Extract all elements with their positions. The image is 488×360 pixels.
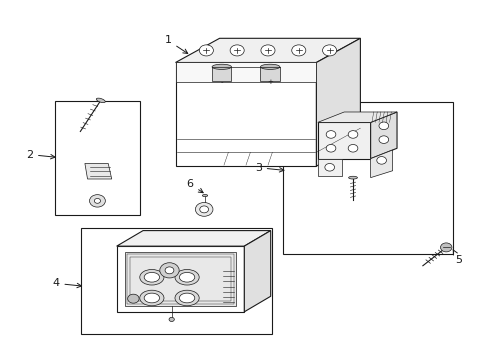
- Ellipse shape: [144, 293, 159, 303]
- Text: -: -: [220, 79, 223, 85]
- Polygon shape: [85, 163, 111, 179]
- Ellipse shape: [348, 176, 357, 179]
- Circle shape: [127, 294, 139, 303]
- Polygon shape: [370, 112, 396, 159]
- Circle shape: [199, 206, 208, 213]
- Bar: [260, 67, 279, 81]
- Ellipse shape: [140, 270, 163, 285]
- Polygon shape: [175, 38, 360, 63]
- Ellipse shape: [179, 293, 194, 303]
- Circle shape: [347, 144, 357, 152]
- Polygon shape: [175, 63, 316, 166]
- Polygon shape: [117, 246, 244, 312]
- Circle shape: [440, 243, 451, 252]
- Ellipse shape: [140, 290, 163, 306]
- Text: 4: 4: [52, 278, 81, 288]
- Text: 1: 1: [164, 36, 187, 53]
- Bar: [283, 102, 452, 254]
- Circle shape: [199, 45, 213, 56]
- Text: 2: 2: [26, 149, 55, 159]
- Circle shape: [378, 136, 388, 143]
- Text: 6: 6: [186, 179, 203, 193]
- Text: +: +: [266, 79, 273, 85]
- Circle shape: [165, 267, 174, 274]
- Polygon shape: [117, 231, 270, 246]
- Polygon shape: [316, 38, 360, 166]
- Polygon shape: [244, 231, 270, 312]
- Polygon shape: [370, 150, 392, 177]
- Circle shape: [347, 131, 357, 138]
- Circle shape: [325, 131, 335, 138]
- Ellipse shape: [260, 64, 279, 69]
- Ellipse shape: [175, 270, 199, 285]
- Circle shape: [378, 122, 388, 130]
- Polygon shape: [317, 112, 396, 122]
- Circle shape: [169, 318, 174, 321]
- Circle shape: [160, 263, 179, 278]
- Circle shape: [324, 163, 334, 171]
- Polygon shape: [317, 159, 341, 176]
- Circle shape: [291, 45, 305, 56]
- Circle shape: [230, 45, 244, 56]
- Ellipse shape: [202, 194, 207, 197]
- Ellipse shape: [212, 64, 231, 69]
- Text: 5: 5: [452, 249, 461, 265]
- Text: 3: 3: [254, 163, 284, 173]
- Ellipse shape: [144, 273, 159, 282]
- Circle shape: [322, 45, 336, 56]
- Bar: [81, 228, 272, 334]
- Polygon shape: [317, 122, 370, 159]
- Bar: [55, 100, 140, 215]
- Polygon shape: [124, 252, 236, 306]
- Ellipse shape: [175, 290, 199, 306]
- Circle shape: [89, 195, 105, 207]
- Circle shape: [325, 144, 335, 152]
- Circle shape: [94, 198, 101, 203]
- Circle shape: [261, 45, 274, 56]
- Polygon shape: [175, 63, 316, 81]
- Ellipse shape: [96, 98, 105, 103]
- Circle shape: [376, 157, 386, 164]
- Bar: [212, 67, 231, 81]
- Circle shape: [195, 202, 212, 216]
- Ellipse shape: [179, 273, 194, 282]
